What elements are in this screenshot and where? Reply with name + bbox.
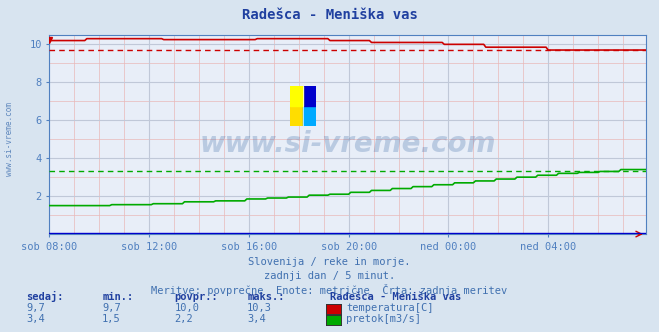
Text: Radešca - Meniška vas: Radešca - Meniška vas [330,292,461,302]
Text: Radešca - Meniška vas: Radešca - Meniška vas [242,8,417,22]
Bar [290,106,303,126]
Text: temperatura[C]: temperatura[C] [346,303,434,313]
Text: povpr.:: povpr.: [175,292,218,302]
Bar [290,86,303,106]
Text: sedaj:: sedaj: [26,291,64,302]
Text: 9,7: 9,7 [26,303,45,313]
Text: Meritve: povprečne  Enote: metrične  Črta: zadnja meritev: Meritve: povprečne Enote: metrične Črta:… [152,284,507,296]
Text: 10,0: 10,0 [175,303,200,313]
Bar [303,86,316,106]
Text: 3,4: 3,4 [247,314,266,324]
Text: 10,3: 10,3 [247,303,272,313]
Text: Slovenija / reke in morje.: Slovenija / reke in morje. [248,257,411,267]
Text: www.si-vreme.com: www.si-vreme.com [200,130,496,158]
Text: maks.:: maks.: [247,292,285,302]
Text: pretok[m3/s]: pretok[m3/s] [346,314,421,324]
Text: www.si-vreme.com: www.si-vreme.com [5,103,14,176]
Text: 3,4: 3,4 [26,314,45,324]
Text: min.:: min.: [102,292,133,302]
Text: 9,7: 9,7 [102,303,121,313]
Text: zadnji dan / 5 minut.: zadnji dan / 5 minut. [264,271,395,281]
Text: 2,2: 2,2 [175,314,193,324]
Text: 1,5: 1,5 [102,314,121,324]
Bar [303,106,316,126]
